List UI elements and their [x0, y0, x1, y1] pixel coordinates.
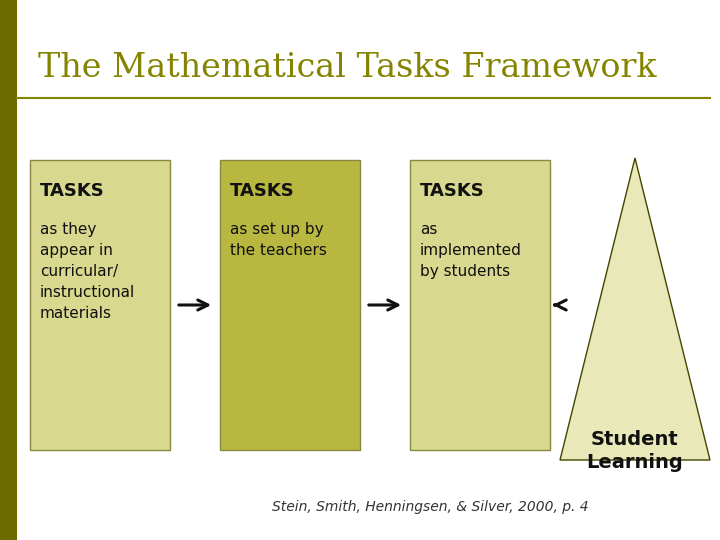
Bar — [0, 0, 17, 540]
Bar — [30, 160, 170, 450]
Text: Student
Learning: Student Learning — [587, 430, 683, 472]
Text: Stein, Smith, Henningsen, & Silver, 2000, p. 4: Stein, Smith, Henningsen, & Silver, 2000… — [271, 500, 588, 514]
Text: The Mathematical Tasks Framework: The Mathematical Tasks Framework — [38, 52, 657, 84]
Text: TASKS: TASKS — [40, 182, 104, 200]
Bar — [410, 160, 550, 450]
Text: as
implemented
by students: as implemented by students — [420, 222, 522, 279]
Polygon shape — [560, 158, 710, 460]
Text: TASKS: TASKS — [420, 182, 485, 200]
Text: TASKS: TASKS — [230, 182, 294, 200]
Text: as set up by
the teachers: as set up by the teachers — [230, 222, 327, 258]
Text: as they
appear in
curricular/
instructional
materials: as they appear in curricular/ instructio… — [40, 222, 135, 321]
Bar — [220, 160, 360, 450]
